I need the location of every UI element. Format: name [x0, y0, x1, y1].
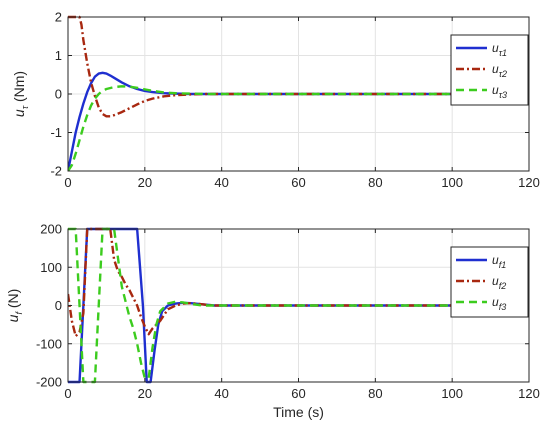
x-tick-label: 120	[518, 175, 540, 190]
y-axis-label-group: uf (N)	[5, 289, 24, 323]
legend: uτ1 uτ2 uτ3	[450, 34, 529, 106]
x-axis-label: Time (s)	[273, 404, 324, 420]
legend-entry-label: uf2	[492, 274, 506, 291]
chart-panels: 0 20 40 60 80 100 120 -2 -1 0 1 2 uτ (Nm) uτ1 uτ2 uτ3 0 2…	[5, 10, 540, 421]
y-tick-label: 2	[55, 10, 62, 25]
x-tick-label: 80	[368, 386, 382, 401]
x-tick-label: 120	[518, 386, 540, 401]
y-tick-label: -2	[50, 164, 62, 179]
legend: uf1 uf2 uf3	[450, 246, 529, 318]
x-tick-label: 100	[441, 386, 463, 401]
y-tick-label: 200	[40, 222, 62, 237]
x-tick-label: 100	[441, 175, 463, 190]
x-tick-label: 60	[291, 175, 305, 190]
series-line-1	[68, 71, 529, 172]
legend-entry-label: uf3	[492, 295, 506, 312]
y-axis-label-group: uτ (Nm)	[11, 71, 30, 117]
x-tick-label: 0	[64, 386, 71, 401]
x-tick-label: 60	[291, 386, 305, 401]
x-tick-label: 40	[214, 386, 228, 401]
y-axis-label: uτ (Nm)	[11, 71, 30, 117]
x-tick-label: 20	[138, 386, 152, 401]
x-tick-label: 0	[64, 175, 71, 190]
legend-entry-label: uf1	[492, 253, 506, 270]
legend-entry-label: uτ1	[492, 41, 507, 58]
x-tick-label: 20	[138, 175, 152, 190]
y-tick-label: 100	[40, 260, 62, 275]
y-tick-label: -200	[36, 375, 62, 390]
x-tick-label: 40	[214, 175, 228, 190]
y-tick-label: 0	[55, 87, 62, 102]
chart-panel-2: 0 20 40 60 80 100 120 -200 -100 0 100 200 uf (N) Time…	[5, 222, 540, 421]
legend-entry-label: uτ3	[492, 83, 507, 100]
series-group	[68, 15, 529, 172]
series-line-3	[68, 85, 529, 172]
y-tick-label: 0	[55, 298, 62, 313]
y-tick-label: -1	[50, 125, 62, 140]
legend-entry-label: uτ2	[492, 62, 507, 79]
y-tick-label: -100	[36, 336, 62, 351]
x-tick-label: 80	[368, 175, 382, 190]
y-axis-label: uf (N)	[5, 289, 24, 323]
chart-panel-1: 0 20 40 60 80 100 120 -2 -1 0 1 2 uτ (Nm) uτ1 uτ2 uτ3	[11, 10, 540, 191]
y-tick-label: 1	[55, 48, 62, 63]
